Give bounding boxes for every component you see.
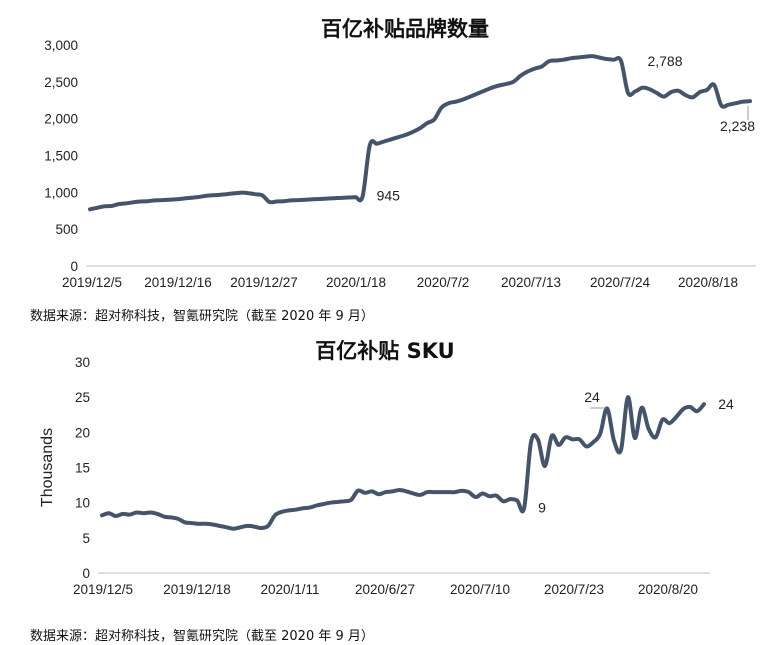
chart1-xtick-label: 2020/7/13	[501, 275, 561, 290]
chart2-source-note: 数据来源：超对称科技，智氪研究院（截至 2020 年 9 月）	[30, 629, 374, 644]
chart1-xtick-label: 2020/1/18	[326, 275, 386, 290]
chart2-xtick-label: 2020/7/23	[544, 582, 604, 597]
chart2-ytick-label: 20	[75, 425, 90, 440]
chart1-xtick-label: 2019/12/27	[230, 275, 298, 290]
chart2-xtick-label: 2019/12/5	[73, 582, 133, 597]
chart2-series-line	[100, 395, 706, 531]
chart2-xtick-label: 2020/1/11	[260, 582, 319, 597]
chart2-ytick-label: 30	[75, 355, 90, 370]
chart2-ytick-label: 25	[75, 390, 90, 405]
chart2-ytick-label: 0	[82, 566, 90, 581]
chart2-xtick-label: 2019/12/18	[163, 582, 231, 597]
chart1-ytick-label: 500	[55, 222, 78, 237]
chart2-xtick-label: 2020/8/20	[638, 582, 698, 597]
chart1-data-label: 945	[377, 187, 401, 203]
chart1-ytick-label: 1,000	[44, 185, 78, 200]
chart1-data-label: 2,238	[720, 118, 755, 134]
chart2-xtick-label: 2020/6/27	[355, 582, 415, 597]
chart2-title: 百亿补贴 SKU	[315, 339, 454, 363]
chart1-xtick-label: 2019/12/16	[144, 275, 212, 290]
chart2-ytick-label: 10	[75, 496, 90, 511]
chart2-data-label: 24	[584, 389, 600, 405]
chart2-ytick-label: 15	[75, 461, 90, 476]
chart1-series-line	[88, 54, 752, 212]
chart1-title: 百亿补贴品牌数量	[321, 17, 489, 41]
chart1-xtick-label: 2020/7/24	[590, 275, 651, 290]
chart1-xtick-label: 2019/12/5	[62, 275, 122, 290]
chart2-ytick-label: 5	[82, 531, 90, 546]
chart1-ytick-label: 2,000	[44, 112, 78, 127]
chart1-source-note: 数据来源：超对称科技，智氪研究院（截至 2020 年 9 月）	[30, 309, 374, 324]
chart1-data-label: 2,788	[647, 53, 682, 69]
chart1-ytick-label: 2,500	[44, 75, 78, 90]
chart1-ytick-label: 0	[70, 259, 78, 274]
chart2-data-label: 9	[538, 499, 546, 515]
chart1-ytick-label: 3,000	[44, 38, 78, 53]
chart1-xtick-label: 2020/8/18	[678, 275, 738, 290]
chart2-data-label: 24	[718, 396, 734, 412]
chart1-xtick-label: 2020/7/2	[417, 275, 470, 290]
chart2-y-axis-label: Thousands	[39, 428, 56, 507]
chart1-ytick-label: 1,500	[44, 149, 78, 164]
chart2-xtick-label: 2020/7/10	[450, 582, 510, 597]
